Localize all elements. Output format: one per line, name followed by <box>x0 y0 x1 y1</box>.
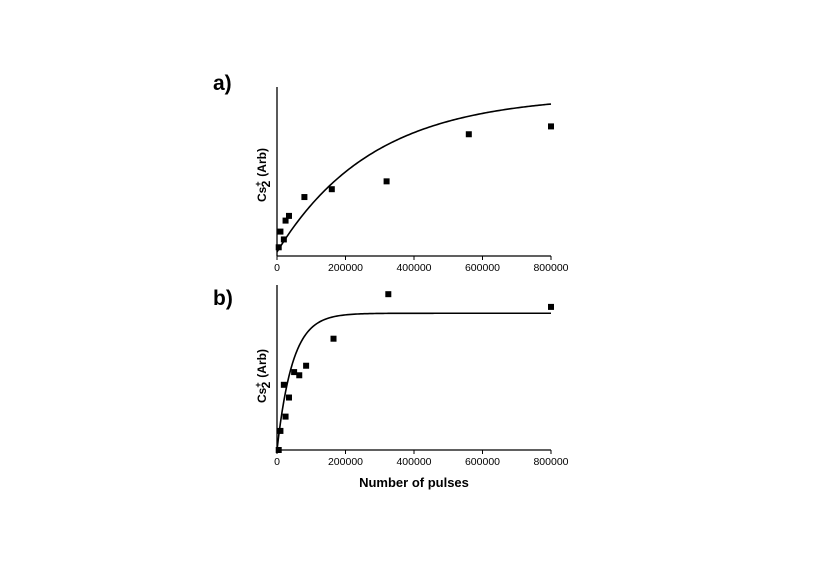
panel-a-points <box>275 123 554 251</box>
panel-b-data-point <box>385 291 392 298</box>
panel-b-x-tick-label: 600000 <box>465 456 500 468</box>
panel-b-ylabel-main: Cs <box>255 387 269 403</box>
panel-b-x-tick-label: 800000 <box>533 456 568 468</box>
panel-a-data-point <box>282 217 289 224</box>
panel-b-ylabel: Cs+2 (Arb) <box>253 349 273 403</box>
panel-a-ylabel-sub: 2 <box>259 180 273 187</box>
panel-a-x-ticks: 0 200000 400000 600000 800000 <box>274 256 569 274</box>
panel-a-data-point <box>383 178 390 185</box>
panel-a: a) Cs+2 (Arb) 0 200000 400000 600000 800000 <box>213 72 569 274</box>
panel-b-data-point <box>282 413 289 420</box>
panel-b-fit-curve <box>276 312 551 451</box>
panel-a-data-point <box>328 186 335 193</box>
panel-a-x-tick-label: 200000 <box>328 262 363 274</box>
panel-b-data-point <box>280 381 287 388</box>
panel-b-ylabel-unit: (Arb) <box>255 349 269 378</box>
panel-a-data-point <box>465 131 472 138</box>
panel-b-data-point <box>275 447 282 453</box>
panel-a-x-tick-label: 800000 <box>533 262 568 274</box>
panel-b-data-point <box>285 394 292 401</box>
panel-a-data-point <box>301 194 308 201</box>
panel-b-x-tick-label: 400000 <box>396 456 431 468</box>
panel-a-ylabel-main: Cs <box>255 186 269 202</box>
panel-b-x-tick-label: 0 <box>274 456 280 468</box>
panel-a-data-point <box>280 236 287 243</box>
panel-a-data-point <box>285 212 292 219</box>
panel-b-data-point <box>277 427 284 434</box>
panel-a-x-tick-label: 400000 <box>396 262 431 274</box>
panel-b: b) Cs+2 (Arb) 0 200000 400000 600000 800000 N… <box>213 285 569 490</box>
panel-b-data-point <box>548 303 554 310</box>
panel-b-label: b) <box>213 287 233 310</box>
panel-b-ylabel-sub: 2 <box>259 381 273 388</box>
panel-a-label: a) <box>213 72 232 95</box>
panel-a-data-point <box>275 244 282 251</box>
panel-a-fit-curve <box>276 103 552 253</box>
panel-b-x-tick-label: 200000 <box>328 456 363 468</box>
panel-a-ylabel-unit: (Arb) <box>255 148 269 177</box>
panel-a-x-tick-label: 600000 <box>465 262 500 274</box>
panel-b-data-point <box>303 362 310 369</box>
panel-b-x-ticks: 0 200000 400000 600000 800000 <box>274 450 569 468</box>
panel-a-x-tick-label: 0 <box>274 262 280 274</box>
panel-b-data-point <box>291 369 298 376</box>
panel-b-points <box>275 291 554 453</box>
panel-a-ylabel: Cs+2 (Arb) <box>253 148 273 202</box>
panel-b-ylabel-sup: + <box>253 382 263 387</box>
panel-b-xlabel: Number of pulses <box>359 475 469 490</box>
panel-a-ylabel-sup: + <box>253 181 263 186</box>
panel-a-data-point <box>548 123 554 130</box>
panel-b-data-point <box>330 335 337 342</box>
panel-a-data-point <box>277 228 284 235</box>
panel-b-data-point <box>296 372 303 379</box>
